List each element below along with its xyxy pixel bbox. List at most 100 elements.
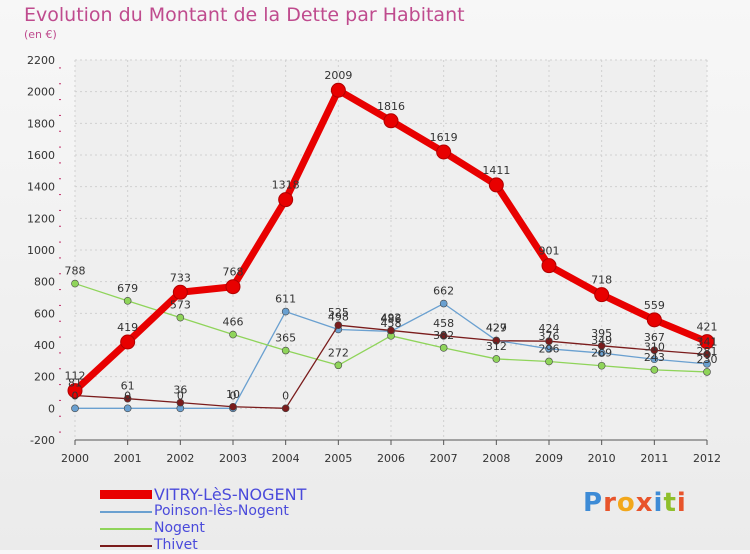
data-point	[650, 355, 659, 364]
data-point	[120, 334, 136, 350]
y-tick-label: 0	[48, 402, 55, 415]
data-label: 367	[644, 331, 665, 344]
data-point	[176, 313, 185, 322]
y-tick-label: 1400	[27, 181, 55, 194]
logo-letter: P	[583, 488, 604, 518]
data-label: 230	[697, 353, 718, 366]
legend: VITRY-LèS-NOGENT Poinson-lès-Nogent Noge…	[100, 486, 306, 554]
data-label: 269	[591, 347, 612, 360]
data-point	[439, 344, 448, 352]
data-point	[281, 346, 290, 355]
data-label: 112	[65, 370, 86, 383]
data-point	[123, 404, 132, 413]
data-label: 365	[275, 332, 296, 345]
x-tick-label: 2007	[430, 452, 458, 465]
data-label: 679	[117, 282, 138, 295]
data-point	[488, 177, 504, 193]
data-label: 1318	[272, 179, 300, 192]
data-label: 0	[124, 389, 131, 402]
y-tick-label: 600	[34, 307, 55, 320]
data-point	[334, 321, 343, 330]
y-tick-label: 1000	[27, 244, 55, 257]
data-label: 486	[381, 312, 402, 325]
y-tick-label: 200	[34, 371, 55, 384]
y-tick-label: -200	[30, 434, 55, 447]
y-tick-label: 2000	[27, 86, 55, 99]
chart-subtitle: (en €)	[24, 28, 57, 41]
data-label: 281	[697, 345, 718, 358]
y-tick-label: 2200	[27, 54, 55, 67]
data-point	[71, 279, 79, 288]
data-label: 458	[433, 317, 454, 330]
y-tick-label: 800	[34, 276, 55, 289]
data-point	[330, 82, 346, 98]
data-label: 61	[121, 380, 135, 393]
logo-letter: o	[616, 488, 636, 518]
data-point	[545, 357, 553, 366]
data-label: 349	[591, 334, 612, 347]
legend-label-poinson: Poinson-lès-Nogent	[154, 503, 289, 519]
data-label: 341	[697, 335, 718, 348]
data-point	[278, 192, 294, 208]
data-label: 272	[328, 346, 349, 359]
x-tick-label: 2000	[61, 452, 89, 465]
data-point	[594, 287, 610, 303]
legend-label-thivet: Thivet	[154, 537, 198, 553]
logo-letter: r	[603, 488, 617, 518]
x-tick-label: 2010	[588, 452, 616, 465]
logo-letter: x	[635, 488, 654, 518]
data-label: 429	[486, 321, 507, 334]
data-point	[650, 366, 659, 374]
data-point	[650, 346, 659, 355]
x-tick-label: 2005	[324, 452, 352, 465]
data-label: 81	[68, 377, 82, 390]
data-label: 243	[644, 351, 665, 364]
data-point	[492, 355, 501, 363]
y-tick-label: 1600	[27, 149, 55, 162]
axes: -200020040060080010001200140016001800200…	[27, 54, 721, 465]
data-point	[71, 404, 79, 413]
legend-swatch-poinson	[100, 510, 152, 513]
legend-label-nogent: Nogent	[154, 520, 205, 536]
y-tick-label: 1200	[27, 212, 55, 225]
data-label: 0	[177, 389, 184, 402]
data-label: 0	[282, 389, 289, 402]
line-chart: -200020040060080010001200140016001800200…	[27, 54, 721, 465]
data-point	[646, 312, 662, 328]
data-label: 427	[486, 322, 507, 335]
data-label: 662	[433, 285, 454, 298]
data-point	[281, 307, 290, 316]
logo-letter: i	[653, 488, 664, 518]
data-point	[172, 284, 188, 300]
data-label: 611	[275, 293, 296, 306]
data-point	[229, 330, 237, 339]
x-tick-label: 2001	[114, 452, 142, 465]
legend-swatch-thivet	[100, 544, 152, 547]
x-tick-label: 2011	[640, 452, 668, 465]
data-point	[229, 402, 237, 411]
legend-item-vitry: VITRY-LèS-NOGENT	[100, 486, 306, 503]
data-label: 10	[226, 388, 240, 401]
data-point	[597, 341, 606, 350]
data-label: 376	[539, 330, 560, 343]
data-label: 0	[230, 389, 237, 402]
data-label: 1411	[482, 164, 510, 177]
data-label: 466	[223, 316, 244, 329]
data-point	[281, 404, 290, 413]
legend-swatch-nogent	[100, 527, 152, 530]
data-point	[545, 344, 553, 353]
data-point	[436, 144, 452, 160]
data-label: 559	[644, 299, 665, 312]
data-label: 0	[72, 389, 79, 402]
data-label: 2009	[324, 69, 352, 82]
legend-item-nogent: Nogent	[100, 520, 306, 537]
data-point	[439, 299, 448, 308]
data-point	[176, 398, 185, 407]
logo-letter: i	[676, 488, 687, 518]
data-point	[597, 361, 606, 370]
data-label: 36	[173, 384, 187, 397]
data-point	[225, 279, 241, 295]
data-label: 458	[381, 317, 402, 330]
data-label: 498	[328, 310, 349, 323]
data-point	[387, 326, 395, 335]
